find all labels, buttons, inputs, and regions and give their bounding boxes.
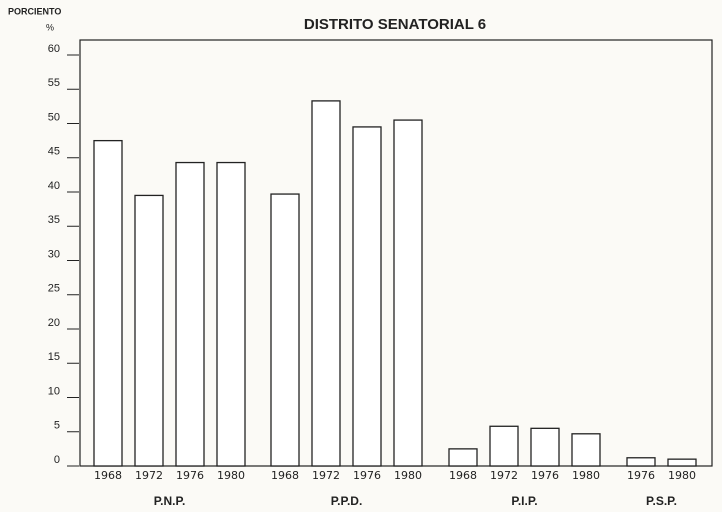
- y-tick-label: 20: [48, 317, 60, 329]
- bar: [571, 433, 601, 467]
- y-tick-label: 30: [48, 248, 60, 260]
- x-tick-label: 1980: [217, 469, 245, 482]
- y-tick-label: 15: [48, 351, 60, 363]
- x-tick-label: 1972: [135, 469, 163, 482]
- x-tick-label: 1980: [668, 469, 696, 482]
- bar: [530, 427, 560, 467]
- y-tick-label: 60: [48, 43, 60, 55]
- y-axis-unit: %: [46, 22, 54, 32]
- x-tick-label: 1980: [572, 469, 600, 482]
- bar: [175, 161, 205, 467]
- bar: [270, 193, 300, 467]
- y-tick-label: 40: [48, 180, 60, 192]
- group-label: P.P.D.: [331, 494, 363, 508]
- x-tick-label: 1968: [271, 469, 299, 482]
- bar: [626, 457, 656, 467]
- y-tick-label: 0: [54, 454, 60, 466]
- y-axis-label: PORCIENTO: [8, 6, 61, 16]
- group-label: P.I.P.: [511, 494, 537, 508]
- group-label: P.S.P.: [646, 494, 677, 508]
- y-tick-label: 55: [48, 77, 60, 89]
- y-tick-label: 5: [54, 420, 60, 432]
- x-tick-label: 1968: [94, 469, 122, 482]
- y-tick-label: 25: [48, 283, 60, 295]
- bar: [134, 194, 164, 467]
- bar: [311, 100, 341, 467]
- x-tick-label: 1972: [490, 469, 518, 482]
- x-tick-label: 1976: [627, 469, 655, 482]
- bar: [93, 139, 123, 467]
- bar: [352, 126, 382, 467]
- bar: [216, 161, 246, 467]
- chart-title: DISTRITO SENATORIAL 6: [304, 16, 486, 33]
- x-tick-label: 1976: [531, 469, 559, 482]
- x-tick-label: 1972: [312, 469, 340, 482]
- bar: [489, 425, 519, 467]
- x-tick-label: 1968: [449, 469, 477, 482]
- y-tick-label: 35: [48, 214, 60, 226]
- bar: [393, 119, 423, 467]
- bar: [448, 448, 478, 467]
- x-tick-label: 1980: [394, 469, 422, 482]
- x-tick-label: 1976: [176, 469, 204, 482]
- y-tick-label: 50: [48, 111, 60, 123]
- y-tick-label: 10: [48, 385, 60, 397]
- group-label: P.N.P.: [154, 494, 186, 508]
- bar: [667, 458, 697, 467]
- y-tick-label: 45: [48, 146, 60, 158]
- x-tick-label: 1976: [353, 469, 381, 482]
